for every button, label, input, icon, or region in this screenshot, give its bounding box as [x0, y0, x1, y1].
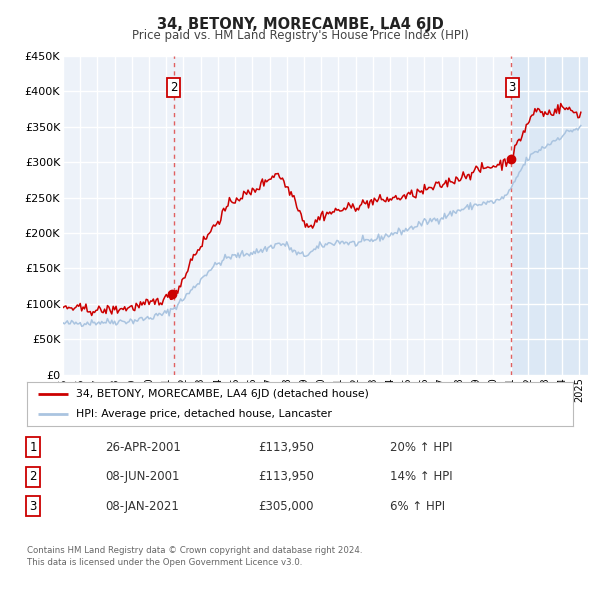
Text: 34, BETONY, MORECAMBE, LA4 6JD: 34, BETONY, MORECAMBE, LA4 6JD — [157, 17, 443, 31]
Text: 2: 2 — [170, 81, 178, 94]
Text: £305,000: £305,000 — [258, 500, 314, 513]
Text: £113,950: £113,950 — [258, 441, 314, 454]
Text: 2: 2 — [29, 470, 37, 483]
Text: 14% ↑ HPI: 14% ↑ HPI — [390, 470, 452, 483]
Text: This data is licensed under the Open Government Licence v3.0.: This data is licensed under the Open Gov… — [27, 558, 302, 566]
Text: 26-APR-2001: 26-APR-2001 — [105, 441, 181, 454]
Text: 08-JAN-2021: 08-JAN-2021 — [105, 500, 179, 513]
Text: 1: 1 — [29, 441, 37, 454]
Text: 34, BETONY, MORECAMBE, LA4 6JD (detached house): 34, BETONY, MORECAMBE, LA4 6JD (detached… — [76, 389, 369, 399]
Text: Price paid vs. HM Land Registry's House Price Index (HPI): Price paid vs. HM Land Registry's House … — [131, 30, 469, 42]
Text: 6% ↑ HPI: 6% ↑ HPI — [390, 500, 445, 513]
Text: 08-JUN-2001: 08-JUN-2001 — [105, 470, 179, 483]
Bar — [511, 56, 588, 375]
Text: £113,950: £113,950 — [258, 470, 314, 483]
Text: Contains HM Land Registry data © Crown copyright and database right 2024.: Contains HM Land Registry data © Crown c… — [27, 546, 362, 555]
Text: 20% ↑ HPI: 20% ↑ HPI — [390, 441, 452, 454]
Text: 3: 3 — [29, 500, 37, 513]
Text: HPI: Average price, detached house, Lancaster: HPI: Average price, detached house, Lanc… — [76, 409, 332, 419]
Text: 3: 3 — [509, 81, 516, 94]
